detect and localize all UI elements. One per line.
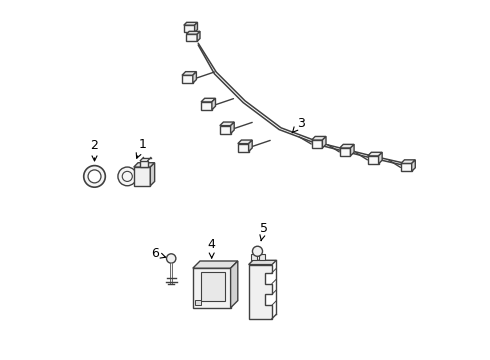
Polygon shape: [248, 260, 276, 265]
Polygon shape: [184, 22, 197, 25]
Circle shape: [118, 167, 137, 186]
Polygon shape: [340, 144, 354, 148]
Circle shape: [252, 246, 263, 256]
Circle shape: [167, 254, 176, 263]
Polygon shape: [312, 140, 322, 148]
Polygon shape: [201, 98, 216, 102]
Bar: [251, 254, 257, 260]
Polygon shape: [238, 144, 248, 152]
Bar: [259, 254, 265, 260]
Polygon shape: [401, 160, 416, 163]
Text: 1: 1: [136, 138, 147, 158]
Polygon shape: [322, 136, 326, 148]
Polygon shape: [182, 75, 193, 83]
Polygon shape: [340, 148, 350, 156]
Polygon shape: [220, 122, 234, 126]
Polygon shape: [238, 140, 252, 144]
Polygon shape: [195, 22, 197, 32]
Bar: [140, 161, 148, 167]
Text: 6: 6: [151, 247, 166, 260]
Polygon shape: [401, 163, 412, 171]
Polygon shape: [248, 265, 272, 319]
Polygon shape: [197, 31, 200, 41]
Polygon shape: [186, 31, 200, 34]
Polygon shape: [193, 261, 238, 268]
Polygon shape: [368, 152, 382, 156]
Polygon shape: [184, 25, 195, 32]
Polygon shape: [231, 261, 238, 308]
Circle shape: [88, 170, 101, 183]
Circle shape: [84, 166, 105, 187]
Polygon shape: [248, 140, 252, 152]
Polygon shape: [379, 152, 382, 164]
Bar: [195, 300, 201, 305]
Polygon shape: [193, 72, 196, 83]
Text: 5: 5: [260, 222, 268, 241]
Polygon shape: [193, 268, 231, 308]
Polygon shape: [368, 156, 379, 164]
Polygon shape: [182, 72, 196, 75]
Text: 3: 3: [292, 117, 305, 133]
Polygon shape: [150, 163, 155, 186]
Polygon shape: [134, 163, 155, 167]
Polygon shape: [212, 98, 216, 110]
Polygon shape: [312, 136, 326, 140]
Polygon shape: [186, 34, 197, 41]
Bar: [201, 272, 225, 301]
Polygon shape: [134, 167, 150, 186]
Text: 4: 4: [208, 238, 216, 258]
Text: 2: 2: [91, 139, 98, 161]
Polygon shape: [350, 144, 354, 156]
Polygon shape: [231, 122, 234, 134]
Polygon shape: [220, 126, 231, 134]
Polygon shape: [412, 160, 416, 171]
Polygon shape: [201, 102, 212, 110]
